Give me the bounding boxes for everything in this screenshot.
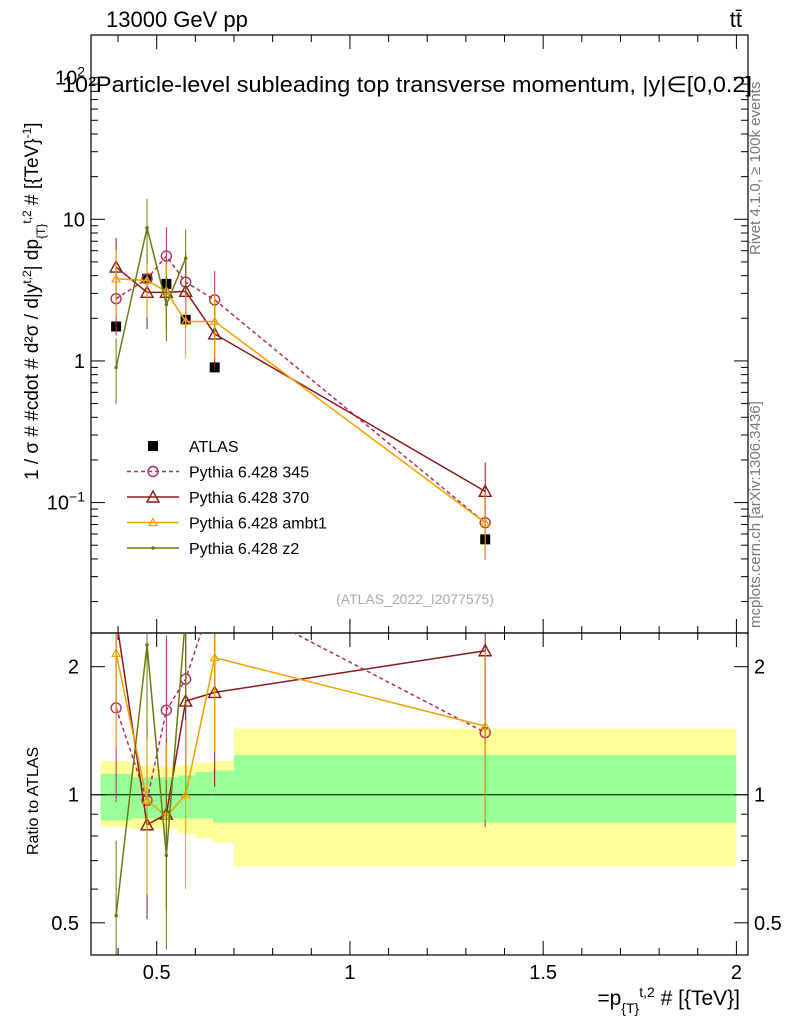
mcplots-label: mcplots.cern.ch [arXiv:1306.3436] (747, 401, 764, 628)
band-inner (212, 770, 234, 823)
legend-marker-p370 (145, 489, 161, 503)
x-axis-label: =p{T}t,2 # [{TeV}] (597, 984, 740, 1016)
y-tick-label: 2 (754, 657, 765, 679)
ratio-point-p345 (210, 587, 220, 597)
observable-title: 10²Particle-level subleading top transve… (62, 72, 752, 97)
legend-label: ATLAS (189, 439, 239, 456)
y-tick-label: 2 (68, 657, 79, 679)
y-tick-label: 1 (74, 351, 85, 373)
x-tick-label: 1 (344, 962, 355, 984)
ratio-point-z2 (164, 853, 169, 858)
ratio-point-z2 (145, 643, 149, 647)
point-ambt1 (209, 316, 220, 326)
point-ambt1 (142, 275, 153, 285)
point-z2 (145, 226, 149, 230)
legend-marker-atlas (148, 441, 158, 451)
point-p345 (160, 250, 173, 262)
legend: ATLAS Pythia 6.428 345 Pythia 6.428 370 Pyt… (127, 439, 327, 558)
x-tick-label: 1.5 (529, 962, 557, 984)
main-ylabel: 1 / σ # #cdot # d²σ / d|yt,2| dp{T}t,2 #… (20, 122, 48, 480)
ratio-point-ambt1 (111, 648, 122, 657)
point-z2 (164, 302, 169, 307)
ratio-point-z2 (184, 613, 188, 617)
point-ambt1 (480, 517, 491, 527)
process-label: tt̄ (730, 7, 742, 32)
energy-label: 13000 GeV pp (106, 7, 248, 32)
ratio-point-p345 (160, 704, 173, 716)
y-tick-label: 1 (754, 785, 765, 807)
legend-label: Pythia 6.428 ambt1 (189, 516, 327, 533)
ratio-point-p370 (110, 612, 122, 623)
ratio-point-ambt1 (480, 720, 491, 730)
y-tick-label: 0.5 (754, 913, 782, 935)
point-z2 (114, 365, 118, 370)
ratio-line-ambt1 (115, 653, 486, 818)
series-line-z2 (115, 227, 187, 368)
point-z2 (183, 256, 188, 261)
legend-label: Pythia 6.428 345 (189, 465, 309, 482)
ratio-line-z2 (115, 633, 185, 916)
ratio-series (110, 587, 493, 955)
legend-label: Pythia 6.428 z2 (189, 541, 299, 558)
ratio-point-ambt1 (209, 652, 220, 662)
band-inner (195, 772, 213, 819)
y-tick-label: 1 (68, 785, 79, 807)
ratio-panel: 0.5 1 1.5 2 0.5 0.5 1 1 2 2 (51, 587, 782, 984)
series-line-ambt1 (116, 278, 486, 524)
rivet-label: Rivet 4.1.0, ≥ 100k events (747, 82, 764, 255)
ratio-line-p370 (117, 633, 486, 826)
series-line-p345 (115, 254, 486, 524)
ratio-ylabel: Ratio to ATLAS (25, 747, 42, 855)
legend-marker-ambt1 (147, 517, 159, 527)
ratio-point-ambt1 (180, 789, 191, 799)
legend-marker-p345 (147, 465, 159, 478)
x-tick-label: 2 (731, 962, 742, 984)
analysis-id: (ATLAS_2022_I2077575) (336, 591, 494, 607)
y-tick-label: 10 (63, 209, 85, 231)
x-tick-label: 0.5 (143, 962, 171, 984)
point-ambt1 (180, 316, 191, 326)
ratio-point-z2 (114, 913, 118, 918)
ratio-frame (90, 632, 749, 956)
series-line-p370 (115, 266, 486, 493)
band-inner (177, 775, 196, 819)
point-ambt1 (111, 273, 122, 283)
legend-label: Pythia 6.428 370 (189, 490, 309, 507)
ratio-point-ambt1 (142, 795, 153, 804)
main-series (108, 198, 493, 560)
legend-marker-z2 (151, 546, 155, 550)
y-tick-label: 0.5 (51, 913, 79, 935)
y-tick-label: 10−1 (47, 489, 85, 515)
